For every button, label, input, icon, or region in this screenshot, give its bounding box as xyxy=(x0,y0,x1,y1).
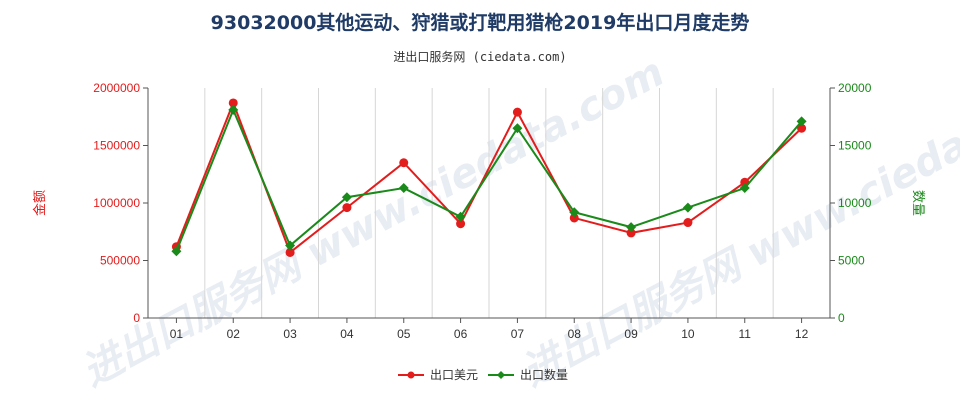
x-axis-tick-label: 01 xyxy=(170,327,184,341)
series-1-point xyxy=(228,98,238,108)
x-axis-tick-label: 06 xyxy=(454,327,468,341)
series-1-point xyxy=(626,228,636,238)
x-axis-tick-label: 05 xyxy=(397,327,411,341)
series-1-point xyxy=(342,203,352,213)
legend-swatch-marker xyxy=(407,371,415,379)
left-axis-tick-label: 0 xyxy=(133,311,140,325)
series-1-point xyxy=(512,107,522,117)
series-2-point xyxy=(341,192,352,203)
series-2-point xyxy=(285,240,296,251)
left-axis-tick-label: 1500000 xyxy=(93,139,140,153)
x-axis-tick-label: 09 xyxy=(624,327,638,341)
legend-label: 出口美元 xyxy=(430,368,478,382)
series-1-point xyxy=(456,219,466,229)
x-axis-tick-label: 04 xyxy=(340,327,354,341)
series-2-point xyxy=(682,202,693,213)
x-axis-tick-label: 02 xyxy=(227,327,241,341)
series-2-point xyxy=(228,104,239,115)
series-1-point xyxy=(683,218,693,228)
series-2-point xyxy=(512,123,523,134)
series-line-2 xyxy=(175,107,803,252)
series-2-point xyxy=(626,222,637,233)
series-1-point xyxy=(399,158,409,168)
right-axis-tick-label: 15000 xyxy=(838,139,872,153)
right-axis-tick-label: 10000 xyxy=(838,196,872,210)
x-axis-tick-label: 12 xyxy=(795,327,809,341)
series-2-point xyxy=(171,246,182,257)
chart-subtitle: 进出口服务网 (ciedata.com) xyxy=(393,50,567,64)
series-1-point xyxy=(569,213,579,223)
legend-label: 出口数量 xyxy=(520,367,568,382)
left-axis-tick-label: 500000 xyxy=(100,254,140,268)
series-line-1 xyxy=(175,100,803,255)
series-2-point xyxy=(739,183,750,194)
x-axis-tick-label: 10 xyxy=(681,327,695,341)
right-axis-title: 数量 xyxy=(910,190,925,216)
series-2-point xyxy=(569,207,580,218)
series-2-point xyxy=(796,116,807,127)
x-axis-tick-label: 07 xyxy=(511,327,525,341)
series-1-point xyxy=(797,123,807,133)
series-2-point xyxy=(455,211,466,222)
x-axis-tick-label: 03 xyxy=(283,327,297,341)
right-axis-tick-label: 20000 xyxy=(838,81,872,95)
series-1-point xyxy=(285,247,295,257)
left-axis-tick-label: 1000000 xyxy=(93,196,140,210)
legend-swatch-marker xyxy=(497,371,505,379)
right-axis-tick-label: 0 xyxy=(838,311,845,325)
x-axis-tick-label: 08 xyxy=(568,327,582,341)
left-axis-title: 金额 xyxy=(32,190,48,216)
chart-title: 93032000其他运动、狩猎或打靶用猎枪2019年出口月度走势 xyxy=(210,12,750,34)
right-axis-tick-label: 5000 xyxy=(838,254,865,268)
left-axis-tick-label: 2000000 xyxy=(93,81,140,95)
series-2-point xyxy=(398,183,409,194)
x-axis-tick-label: 11 xyxy=(739,327,752,341)
